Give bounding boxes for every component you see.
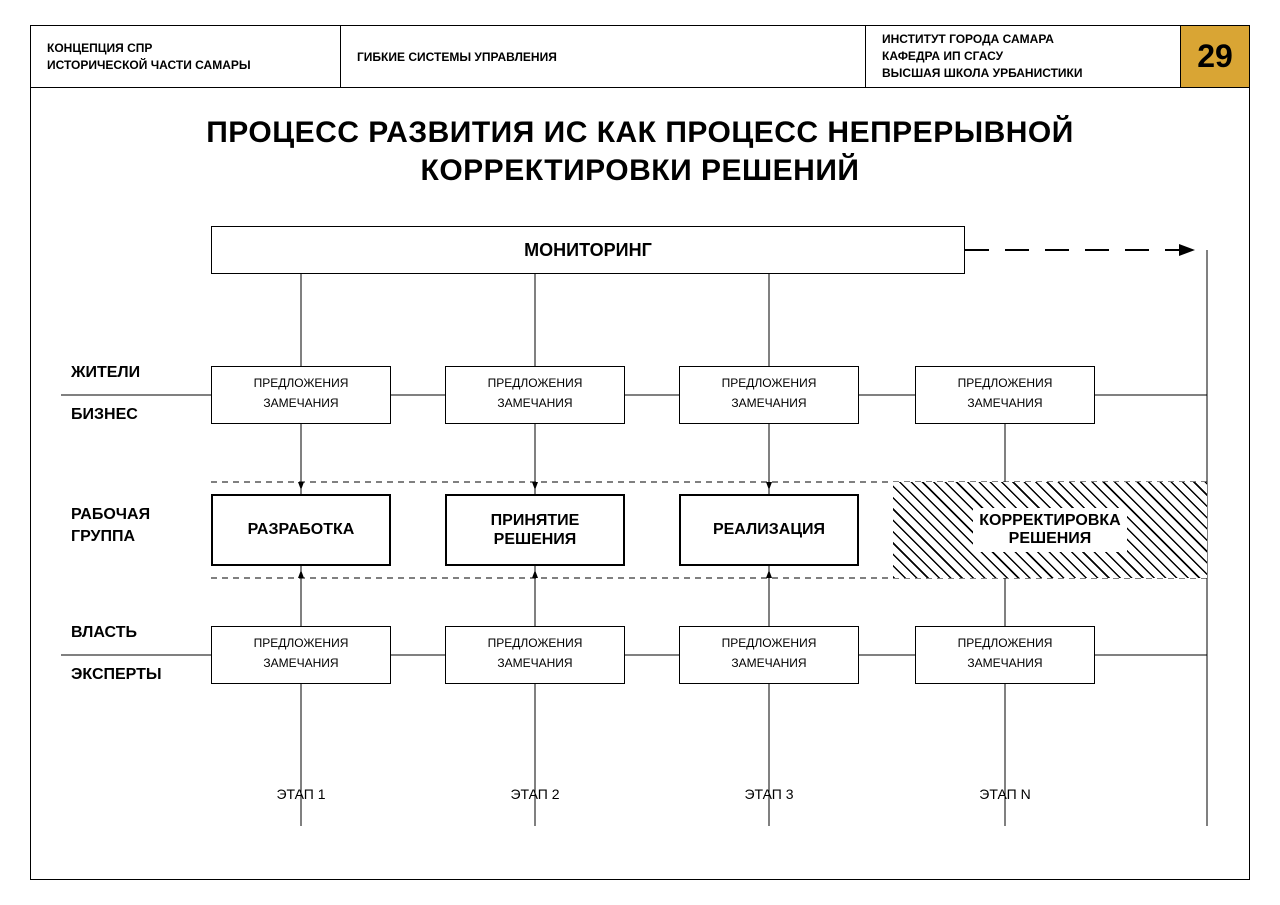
header-right-line2: КАФЕДРА ИП СГАСУ [882,48,1164,65]
input-box-bot-3: ПРЕДЛОЖЕНИЯ ЗАМЕЧАНИЯ [679,626,859,684]
page-number: 29 [1181,26,1249,87]
stage-label-3: ЭТАП 3 [679,786,859,802]
row-label-experts: ЭКСПЕРТЫ [71,666,162,684]
input-box-top-3: ПРЕДЛОЖЕНИЯ ЗАМЕЧАНИЯ [679,366,859,424]
stage-label-1: ЭТАП 1 [211,786,391,802]
header-right-line1: ИНСТИТУТ ГОРОДА САМАРА [882,31,1164,48]
row-label-workgroup2: ГРУППА [71,528,135,546]
stage-label-2: ЭТАП 2 [445,786,625,802]
header-mid: ГИБКИЕ СИСТЕМЫ УПРАВЛЕНИЯ [341,26,866,87]
title-post: КАК ПРОЦЕСС НЕПРЕРЫВНОЙ [588,116,1074,149]
title-line2: КОРРЕКТИРОВКИ РЕШЕНИЙ [421,154,860,187]
input-box-top-4: ПРЕДЛОЖЕНИЯ ЗАМЕЧАНИЯ [915,366,1095,424]
monitoring-box: МОНИТОРИНГ [211,226,965,274]
input-box-top-1: ПРЕДЛОЖЕНИЯ ЗАМЕЧАНИЯ [211,366,391,424]
input-box-bot-2: ПРЕДЛОЖЕНИЯ ЗАМЕЧАНИЯ [445,626,625,684]
title-pre: ПРОЦЕСС РАЗВИТИЯ [206,116,543,149]
header-mid-text: ГИБКИЕ СИСТЕМЫ УПРАВЛЕНИЯ [357,50,849,64]
main-box-4-hatched: КОРРЕКТИРОВКА РЕШЕНИЯ [893,482,1207,578]
main-box-1: РАЗРАБОТКА [211,494,391,566]
row-label-authority: ВЛАСТЬ [71,624,137,642]
diagram-canvas: МОНИТОРИНГ ЖИТЕЛИ БИЗНЕС РАБОЧАЯ ГРУППА … [31,206,1251,866]
title-emph: ИС [544,116,588,149]
header-right-line3: ВЫСШАЯ ШКОЛА УРБАНИСТИКИ [882,65,1164,82]
monitoring-label: МОНИТОРИНГ [524,240,652,261]
page-title: ПРОЦЕСС РАЗВИТИЯ ИС КАК ПРОЦЕСС НЕПРЕРЫВ… [31,88,1249,199]
header-bar: КОНЦЕПЦИЯ СПР ИСТОРИЧЕСКОЙ ЧАСТИ САМАРЫ … [31,26,1249,88]
main-box-2: ПРИНЯТИЕ РЕШЕНИЯ [445,494,625,566]
input-box-bot-1: ПРЕДЛОЖЕНИЯ ЗАМЕЧАНИЯ [211,626,391,684]
header-left-line1: КОНЦЕПЦИЯ СПР [47,40,324,57]
page-frame: КОНЦЕПЦИЯ СПР ИСТОРИЧЕСКОЙ ЧАСТИ САМАРЫ … [30,25,1250,880]
stage-label-4: ЭТАП N [915,786,1095,802]
header-left-line2: ИСТОРИЧЕСКОЙ ЧАСТИ САМАРЫ [47,57,324,74]
row-label-workgroup1: РАБОЧАЯ [71,506,150,524]
input-box-bot-4: ПРЕДЛОЖЕНИЯ ЗАМЕЧАНИЯ [915,626,1095,684]
row-label-residents: ЖИТЕЛИ [71,364,140,382]
row-label-business: БИЗНЕС [71,406,138,424]
header-right: ИНСТИТУТ ГОРОДА САМАРА КАФЕДРА ИП СГАСУ … [866,26,1181,87]
input-box-top-2: ПРЕДЛОЖЕНИЯ ЗАМЕЧАНИЯ [445,366,625,424]
main-box-4-label: КОРРЕКТИРОВКА РЕШЕНИЯ [973,508,1126,553]
header-left: КОНЦЕПЦИЯ СПР ИСТОРИЧЕСКОЙ ЧАСТИ САМАРЫ [31,26,341,87]
main-box-3: РЕАЛИЗАЦИЯ [679,494,859,566]
